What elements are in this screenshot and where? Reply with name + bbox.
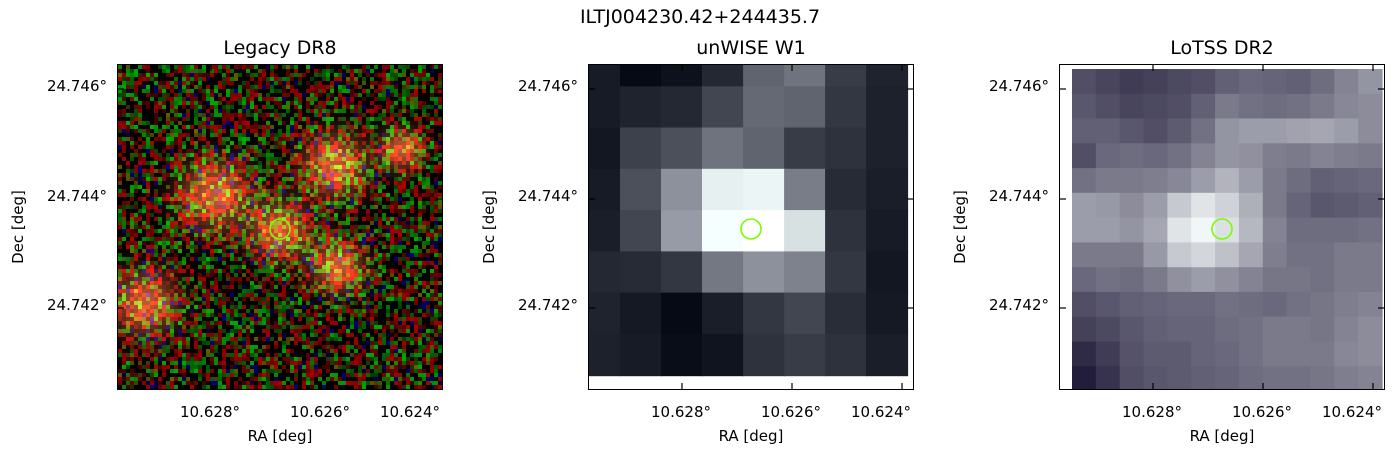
unwise-image — [588, 64, 914, 390]
tick-marks — [589, 65, 913, 389]
y-tick-label: 24.746° — [518, 77, 578, 95]
x-tick-label: 10.626° — [761, 403, 821, 421]
legacy-image — [117, 64, 443, 390]
y-tick-label: 24.746° — [47, 77, 107, 95]
source-marker-circle — [1211, 218, 1233, 240]
source-marker-circle — [740, 218, 762, 240]
x-tick-label: 10.626° — [290, 403, 350, 421]
lotss-image — [1059, 64, 1385, 390]
tick-marks — [118, 65, 442, 389]
y-tick-label: 24.742° — [518, 296, 578, 314]
image-pixels — [589, 65, 909, 377]
y-tick-label: 24.742° — [989, 296, 1049, 314]
panel-title: LoTSS DR2 — [1170, 37, 1274, 59]
x-tick-label: 10.624° — [1322, 403, 1382, 421]
x-tick-label: 10.628° — [180, 403, 240, 421]
panel-title: Legacy DR8 — [223, 37, 337, 59]
y-tick-label: 24.742° — [47, 296, 107, 314]
y-tick-label: 24.744° — [47, 187, 107, 205]
x-tick-label: 10.624° — [380, 403, 440, 421]
x-tick-label: 10.628° — [1122, 403, 1182, 421]
tick-marks — [1060, 65, 1384, 389]
x-axis-label: RA [deg] — [1189, 427, 1255, 445]
y-tick-label: 24.744° — [989, 187, 1049, 205]
image-pixels — [1072, 69, 1383, 389]
panel-title: unWISE W1 — [696, 37, 806, 59]
x-tick-label: 10.626° — [1232, 403, 1292, 421]
y-axis-label: Dec [deg] — [9, 190, 27, 264]
y-tick-label: 24.744° — [518, 187, 578, 205]
x-tick-label: 10.628° — [651, 403, 711, 421]
noise-pixels — [118, 65, 442, 389]
x-axis-label: RA [deg] — [247, 427, 313, 445]
x-axis-label: RA [deg] — [718, 427, 784, 445]
y-axis-label: Dec [deg] — [480, 190, 498, 264]
source-marker-circle — [269, 218, 291, 240]
figure-title: ILTJ004230.42+244435.7 — [579, 6, 821, 28]
y-axis-label: Dec [deg] — [951, 190, 969, 264]
y-tick-label: 24.746° — [989, 77, 1049, 95]
x-tick-label: 10.624° — [851, 403, 911, 421]
